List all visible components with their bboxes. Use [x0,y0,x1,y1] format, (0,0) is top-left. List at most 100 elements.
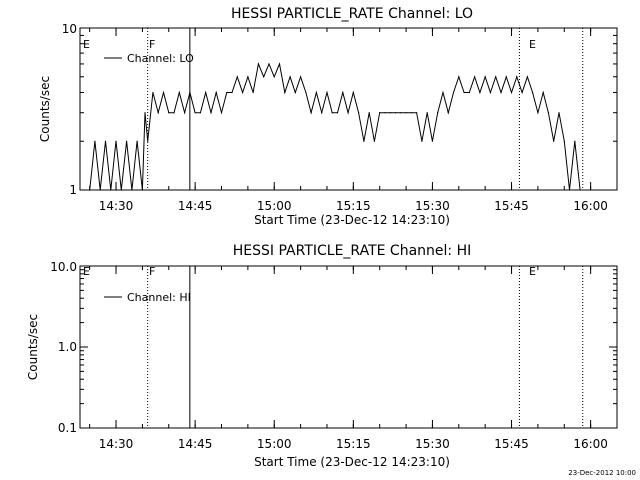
data-point [416,112,418,114]
y-tick-label-lo-1: 1 [69,183,77,197]
data-point [310,112,312,114]
data-point [547,112,550,114]
y-tick-label-hi-10: 10.0 [50,260,77,274]
data-point [463,91,465,94]
data-point [144,112,146,114]
data-point [162,91,165,94]
data-point [104,140,107,142]
vline-label-hi-E: E [529,265,536,278]
data-point [579,189,581,191]
data-point [452,91,455,94]
data-point [300,76,302,78]
data-point [405,112,407,114]
data-point [568,189,571,191]
data-point [426,112,428,114]
footer-date-stamp: 23-Dec-2012 10:00 [568,469,636,477]
x-axis-label-lo: Start Time (23-Dec-12 14:23:10) [254,213,450,227]
x-tick-label: 15:15 [336,437,371,451]
data-point [315,91,318,94]
x-tick-labels-hi: 14:30 14:45 15:00 15:15 15:30 15:45 16:00 [99,437,608,451]
legend-label-hi: Channel: HI [127,291,191,304]
data-point [384,112,386,114]
plot-frame-lo [79,27,618,191]
data-point [347,112,349,114]
data-point [352,91,354,94]
legend-hi: Channel: HI [104,291,191,304]
data-point [389,112,391,114]
x-tick-label: 14:30 [99,199,134,213]
edge-marker-label-hi: E [83,265,90,278]
data-point [373,140,376,142]
panel-hi: HESSI PARTICLE_RATE Channel: HI Counts/s… [26,243,618,469]
data-point [558,112,560,114]
data-point [368,112,370,114]
series-lo [89,62,581,191]
x-tick-label: 15:30 [415,437,450,451]
data-point [125,140,128,142]
edge-marker-label-lo: E [83,38,90,51]
data-point [421,140,423,142]
data-point [331,112,333,114]
y-axis-label-hi: Counts/sec [26,314,40,380]
data-point [500,91,502,94]
series-line-0 [89,62,581,191]
data-point [205,91,207,94]
data-point [479,91,481,94]
data-point [173,112,175,114]
data-point [431,140,434,142]
data-point [505,76,507,78]
data-point [252,91,254,94]
x-tick-label: 15:45 [494,437,529,451]
data-point [468,91,470,94]
data-point [141,189,144,191]
x-tick-label: 14:30 [99,437,134,451]
data-point [273,76,275,78]
chart-title-lo: HESSI PARTICLE_RATE Channel: LO [231,6,473,22]
data-point [157,112,159,114]
data-point [542,91,544,94]
data-point [189,91,191,94]
data-point [241,91,244,94]
legend-lo: Channel: LO [104,52,194,65]
x-tick-label: 14:45 [178,199,213,213]
data-point [120,189,122,191]
data-point [553,140,555,142]
y-axis-label-lo: Counts/sec [38,76,52,142]
data-point [510,91,513,94]
vertical-markers-lo [147,28,584,190]
data-point [247,76,249,78]
data-point [131,189,133,191]
x-tick-label: 15:45 [494,199,529,213]
vline-label-hi-F: F [149,265,155,278]
data-point [215,91,217,94]
data-point [147,140,149,142]
data-point [516,76,518,78]
data-point [199,112,202,114]
data-point [220,112,223,114]
y-tick-label-hi-1: 1.0 [58,340,77,354]
data-point [284,91,286,94]
data-point [210,112,212,114]
x-tick-label: 16:00 [573,199,608,213]
data-point [89,189,91,191]
data-point [410,112,412,114]
data-point [521,91,523,94]
y-tick-label-lo-10: 10 [62,22,77,36]
data-point [257,63,260,65]
data-point [574,140,576,142]
data-point [168,112,170,114]
data-point [363,140,365,142]
data-point [537,112,539,114]
y-tick-label-hi-0-1: 0.1 [58,421,77,435]
x-tick-labels-lo: 14:30 14:45 15:00 15:15 15:30 15:45 16:00 [99,199,608,213]
data-point [442,91,444,94]
data-point [226,91,228,94]
legend-label-lo: Channel: LO [127,52,194,65]
data-point [394,112,397,114]
data-point [563,140,565,142]
data-point [289,76,291,78]
data-point [358,112,360,114]
data-point [458,76,460,78]
data-point [115,140,117,142]
vline-label-lo-F: F [149,38,155,51]
